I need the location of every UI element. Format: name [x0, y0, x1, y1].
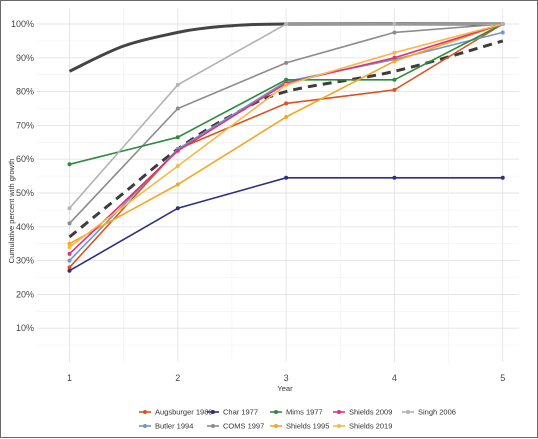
legend: Augsburger 1989 Butler 1994 Char 1977 COMS …	[139, 408, 456, 431]
data-point	[284, 77, 289, 82]
data-point	[284, 114, 289, 119]
data-point	[67, 162, 72, 167]
y-tick-label: 60%	[16, 154, 34, 164]
y-tick-label: 20%	[16, 289, 34, 299]
x-tick-label: 5	[500, 373, 505, 383]
data-point	[284, 175, 289, 180]
legend-label: COMS 1997	[223, 422, 264, 431]
data-point	[175, 182, 180, 187]
legend-item: Augsburger 1989	[139, 408, 213, 417]
y-tick-label: 50%	[16, 188, 34, 198]
legend-label: Singh 2006	[418, 408, 456, 417]
x-tick-label: 1	[67, 373, 72, 383]
data-point	[67, 251, 72, 256]
series	[67, 175, 505, 273]
legend-label: Shields 2019	[349, 422, 392, 431]
x-tick-label: 2	[175, 373, 180, 383]
data-point	[392, 22, 397, 26]
data-point	[392, 59, 397, 64]
series-lines	[67, 22, 505, 273]
legend-item: Char 1977	[207, 408, 258, 417]
data-point	[284, 82, 289, 87]
data-point	[500, 30, 505, 35]
data-point	[500, 22, 505, 26]
data-point	[392, 87, 397, 92]
legend-key-marker	[337, 410, 341, 414]
legend-key-marker	[211, 424, 215, 428]
data-point	[67, 268, 72, 273]
y-tick-label: 40%	[16, 222, 34, 232]
legend-label: Shields 1995	[286, 422, 329, 431]
y-axis-title: Cumulative percent with growth	[7, 159, 16, 264]
data-point	[175, 148, 180, 153]
y-tick-label: 70%	[16, 120, 34, 130]
legend-label: Augsburger 1989	[155, 408, 213, 417]
legend-key-marker	[143, 424, 147, 428]
x-tick-labels: 1 2 3 4 5	[67, 373, 505, 383]
data-point	[67, 206, 72, 211]
legend-key-marker	[406, 410, 410, 414]
y-tick-label: 30%	[16, 256, 34, 266]
data-point	[392, 175, 397, 180]
legend-key-marker	[274, 410, 278, 414]
legend-item: Shields 2009	[333, 408, 392, 417]
grid	[37, 9, 519, 362]
x-axis-title: Year	[277, 384, 293, 393]
data-point	[392, 55, 397, 60]
y-tick-labels: 10% 20% 30% 40% 50% 60% 70% 80% 90% 100%	[11, 19, 34, 333]
legend-label: Mims 1977	[286, 408, 323, 417]
data-point	[392, 30, 397, 35]
legend-item: Mims 1977	[270, 408, 323, 417]
data-point	[67, 258, 72, 263]
legend-item: Shields 2019	[333, 422, 392, 431]
x-tick-label: 3	[284, 373, 289, 383]
data-point	[284, 101, 289, 106]
y-tick-label: 90%	[16, 53, 34, 63]
legend-item: Singh 2006	[402, 408, 456, 417]
data-point	[175, 163, 180, 168]
data-point	[175, 82, 180, 87]
y-tick-label: 10%	[16, 323, 34, 333]
legend-label: Butler 1994	[155, 422, 193, 431]
legend-item: COMS 1997	[207, 422, 264, 431]
x-tick-label: 4	[392, 373, 397, 383]
legend-item: Shields 1995	[270, 422, 329, 431]
data-point	[284, 60, 289, 65]
y-tick-label: 80%	[16, 87, 34, 97]
data-point	[392, 77, 397, 82]
series	[67, 22, 505, 211]
data-point	[500, 175, 505, 180]
legend-key-marker	[211, 410, 215, 414]
legend-item: Butler 1994	[139, 422, 193, 431]
data-point	[175, 106, 180, 111]
legend-key-marker	[274, 424, 278, 428]
data-point	[175, 206, 180, 211]
data-point	[67, 245, 72, 250]
legend-key-marker	[337, 424, 341, 428]
data-point	[67, 265, 72, 270]
data-point	[284, 22, 289, 26]
legend-label: Shields 2009	[349, 408, 392, 417]
y-tick-label: 100%	[11, 19, 34, 29]
data-point	[392, 50, 397, 55]
data-point	[175, 135, 180, 140]
plot-area	[37, 9, 519, 362]
legend-label: Char 1977	[223, 408, 258, 417]
data-point	[67, 241, 72, 246]
legend-key-marker	[143, 410, 147, 414]
data-point	[67, 221, 72, 226]
